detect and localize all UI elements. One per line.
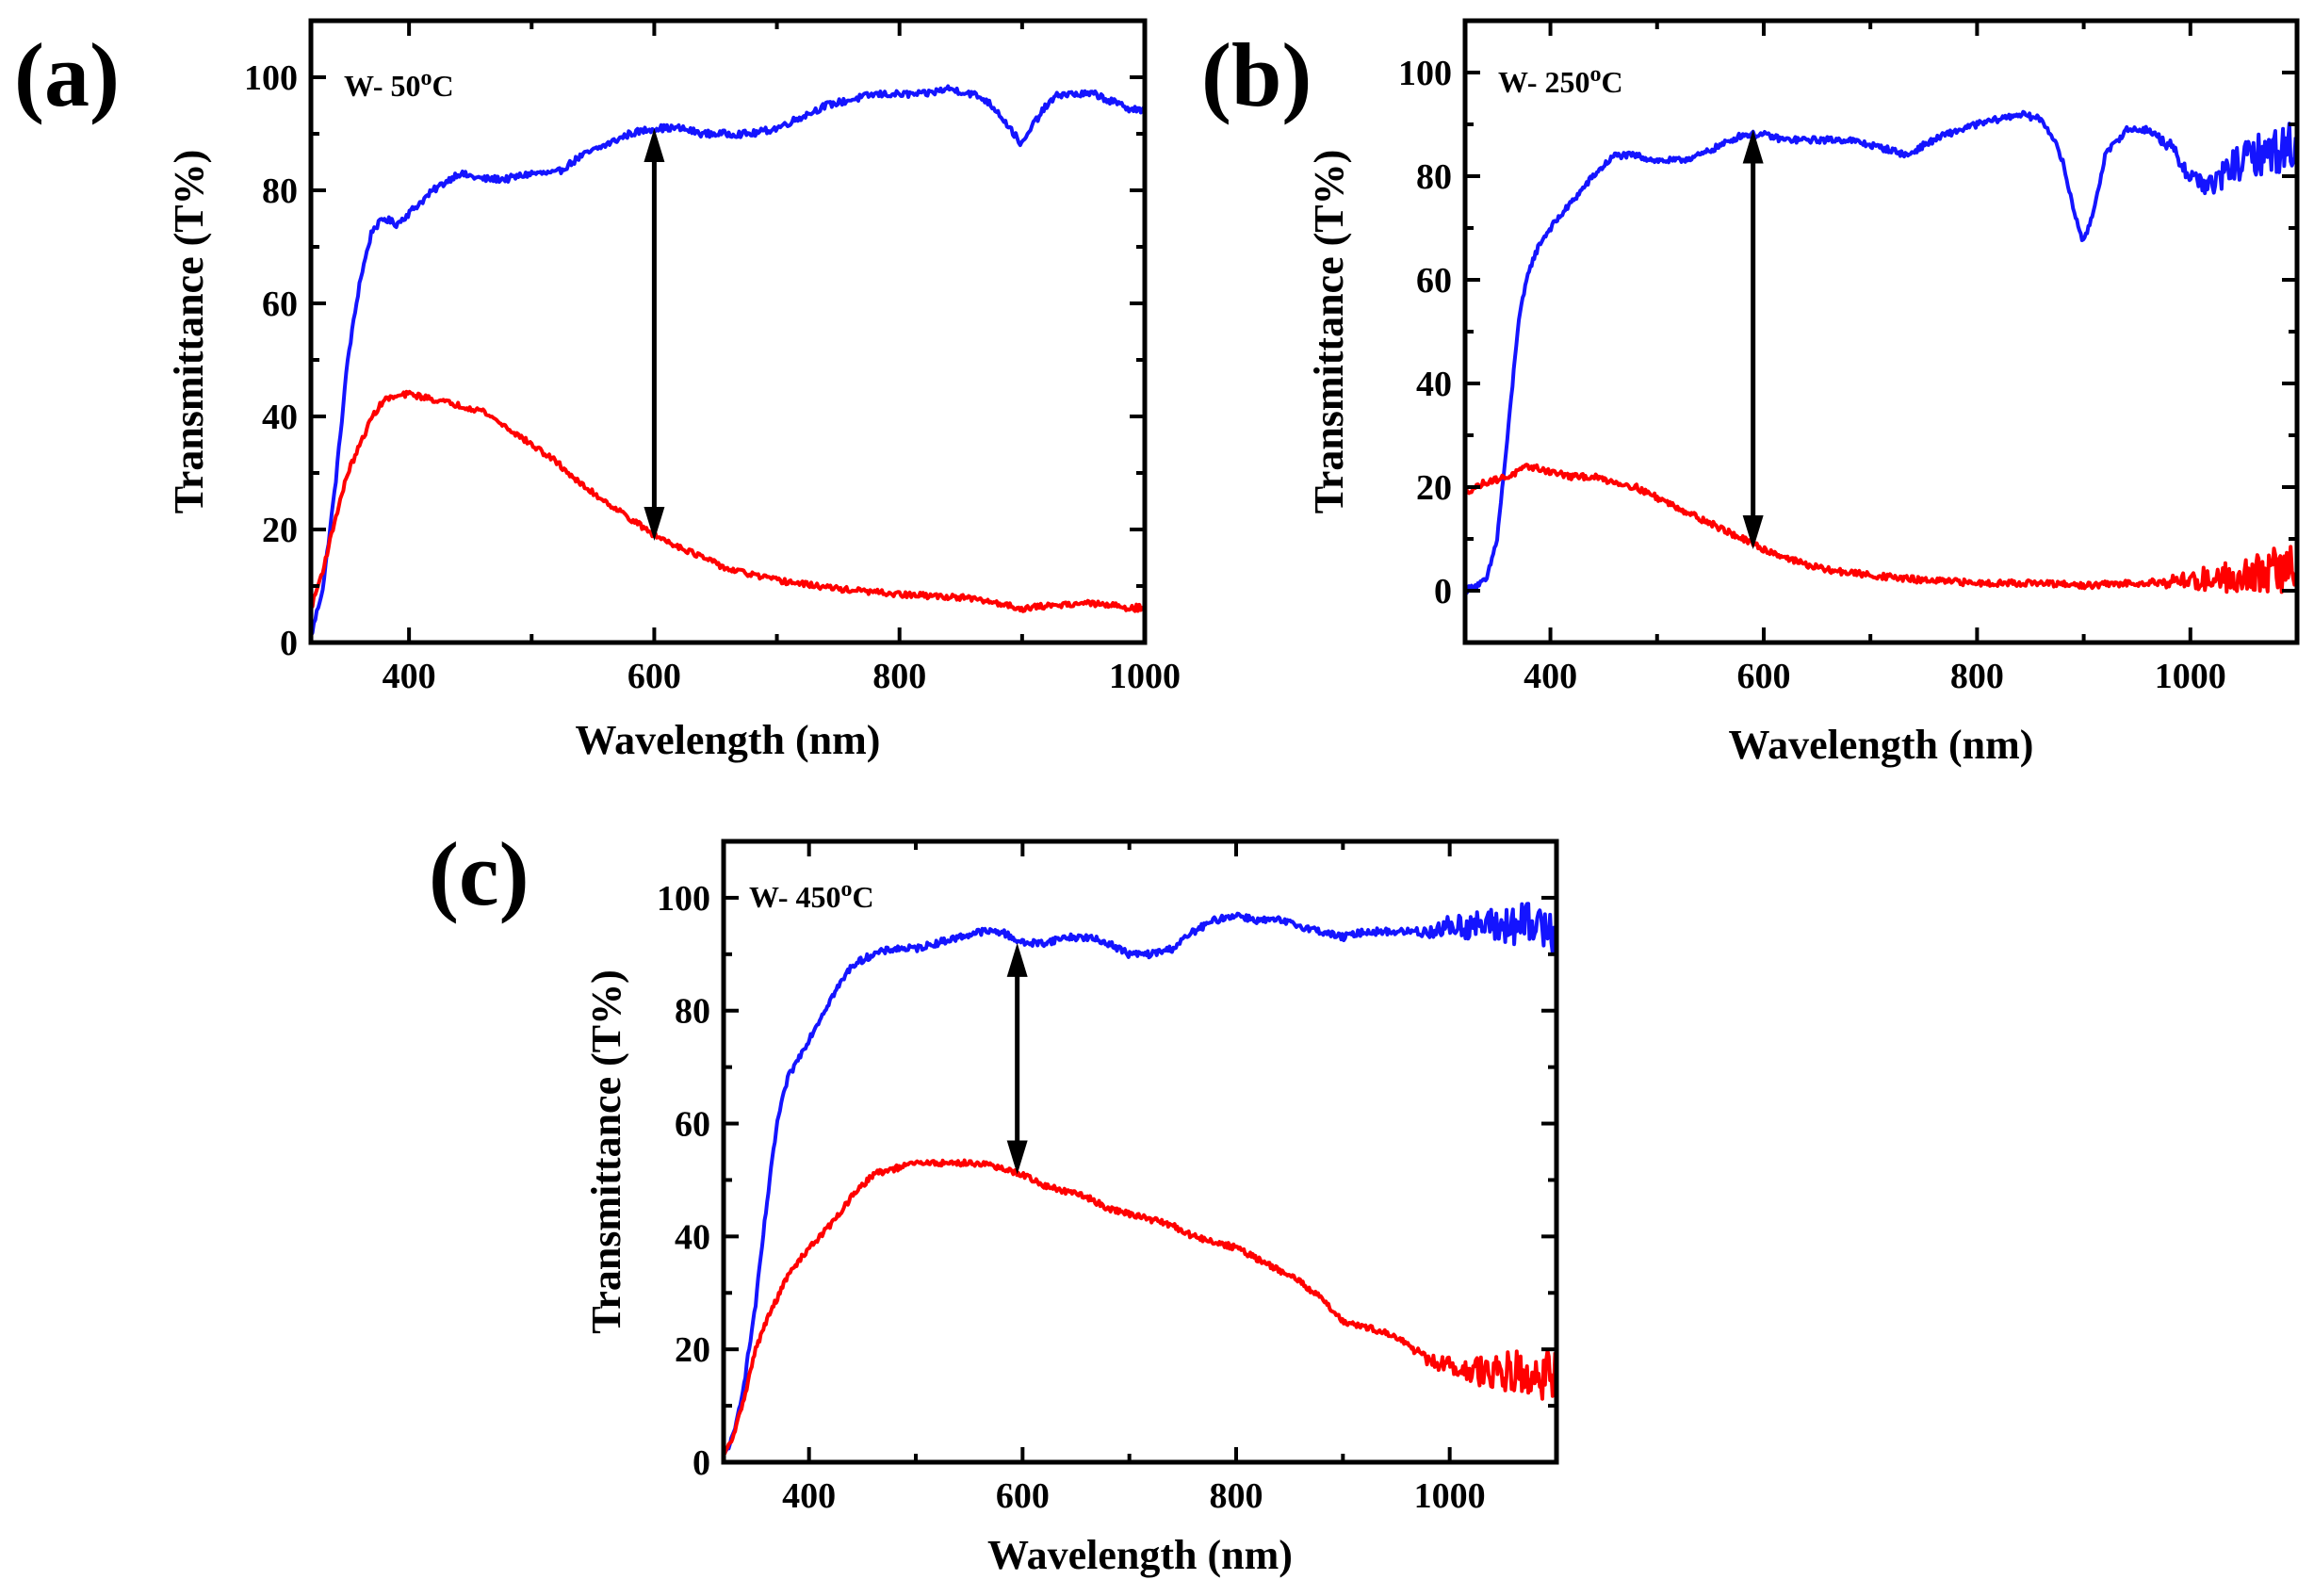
sample-label-unit: C xyxy=(432,69,453,103)
y-tick-label: 60 xyxy=(675,1105,710,1145)
y-tick-label: 20 xyxy=(1416,468,1452,508)
y-tick-label: 100 xyxy=(657,879,710,919)
series-line-blue xyxy=(311,84,1145,637)
sample-label: W- 50oC xyxy=(344,66,454,103)
y-axis-title: Transmittance (T%) xyxy=(166,150,212,514)
x-tick-label: 600 xyxy=(996,1476,1050,1516)
y-tick-label: 80 xyxy=(1416,157,1452,197)
panel-label: (b) xyxy=(1201,24,1312,125)
arrow-head-top xyxy=(1006,942,1028,977)
y-tick-label: 40 xyxy=(262,398,298,437)
x-tick-label: 1000 xyxy=(2155,657,2226,696)
series-line-blue xyxy=(1465,109,2297,595)
x-axis-title: Wavelength (nm) xyxy=(987,1532,1293,1578)
x-tick-label: 800 xyxy=(1210,1476,1263,1516)
x-tick-label: 1000 xyxy=(1109,657,1181,696)
y-tick-label: 80 xyxy=(675,992,710,1032)
y-tick-label: 20 xyxy=(262,511,298,550)
arrow-head-bottom xyxy=(1006,1140,1028,1175)
sample-label: W- 450oC xyxy=(749,877,874,914)
series-line-red xyxy=(311,389,1145,613)
y-tick-label: 60 xyxy=(1416,261,1452,301)
sample-label-degree: o xyxy=(840,877,852,902)
x-tick-label: 1000 xyxy=(1414,1476,1486,1516)
y-tick-label: 0 xyxy=(1434,572,1452,611)
y-tick-label: 0 xyxy=(693,1443,710,1483)
plot-frame xyxy=(1462,18,2300,645)
chart-panel-c: 400 600 800 1000 0 20 40 60 80 100 Wavelength (nm)… xyxy=(429,823,1559,1578)
x-axis-title: Wavelength (nm) xyxy=(576,717,881,763)
x-tick-label: 400 xyxy=(1524,657,1577,696)
sample-label-prefix: W- 450 xyxy=(749,880,840,914)
x-tick-label: 600 xyxy=(1736,657,1790,696)
series-line-blue xyxy=(724,902,1556,1456)
y-tick-label: 40 xyxy=(1416,365,1452,404)
y-tick-label: 100 xyxy=(244,58,298,98)
chart-panel-b: 400 600 800 1000 0 20 40 60 80 100 Wavelength (nm)… xyxy=(1201,18,2300,768)
x-axis-title: Wavelength (nm) xyxy=(1729,722,2034,768)
sample-label-prefix: W- 250 xyxy=(1498,65,1589,99)
double-arrow-icon xyxy=(1006,942,1028,1175)
arrow-head-top xyxy=(644,128,665,162)
y-axis-title: Transmittance (T%) xyxy=(583,969,629,1334)
arrow-head-top xyxy=(1742,129,1764,164)
sample-label-unit: C xyxy=(852,880,873,914)
arrow-head-bottom xyxy=(644,507,665,541)
x-tick-label: 400 xyxy=(383,657,436,696)
series-line-red xyxy=(1465,463,2297,594)
double-arrow-icon xyxy=(1742,129,1764,549)
y-tick-label: 40 xyxy=(675,1217,710,1257)
y-tick-label: 80 xyxy=(262,171,298,211)
series-line-red xyxy=(724,1158,1556,1457)
y-tick-label: 0 xyxy=(280,624,298,663)
sample-label-unit: C xyxy=(1601,65,1622,99)
arrow-head-bottom xyxy=(1742,515,1764,549)
sample-label-degree: o xyxy=(420,66,432,90)
y-tick-label: 60 xyxy=(262,285,298,324)
panel-label: (a) xyxy=(14,24,120,125)
x-tick-label: 800 xyxy=(1950,657,2004,696)
sample-label-prefix: W- 50 xyxy=(344,69,420,103)
y-tick-label: 100 xyxy=(1398,54,1452,93)
plot-frame xyxy=(308,18,1148,645)
sample-label-degree: o xyxy=(1589,62,1601,87)
x-tick-label: 800 xyxy=(872,657,926,696)
chart-panel-a: 400 600 800 1000 0 20 40 60 80 100 Wavelength (nm)… xyxy=(14,18,1181,763)
panel-label: (c) xyxy=(429,823,530,924)
y-axis-title: Transmittance (T%) xyxy=(1306,150,1352,514)
sample-label: W- 250oC xyxy=(1498,62,1623,99)
y-tick-label: 20 xyxy=(675,1330,710,1370)
x-tick-label: 600 xyxy=(627,657,681,696)
double-arrow-icon xyxy=(644,128,665,541)
plot-frame xyxy=(721,839,1559,1465)
x-tick-label: 400 xyxy=(782,1476,836,1516)
